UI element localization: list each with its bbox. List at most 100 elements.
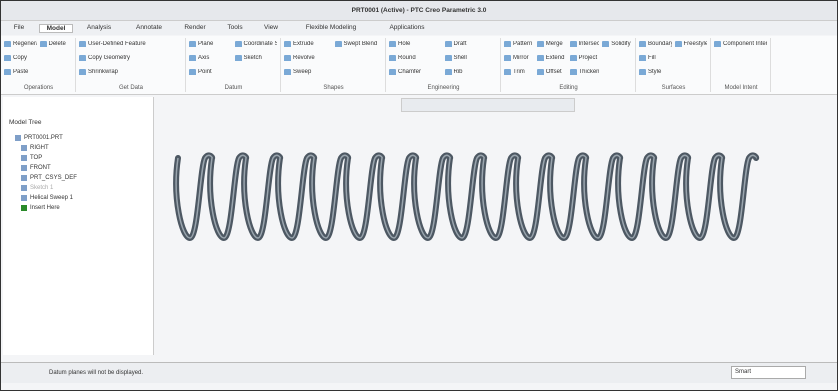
ribbon-button[interactable]: Pattern bbox=[504, 41, 534, 47]
ribbon-button[interactable]: Project bbox=[570, 55, 600, 61]
button-icon bbox=[570, 69, 577, 75]
ribbon-group-label: Engineering bbox=[386, 85, 501, 91]
ribbon-button[interactable]: Copy Geometry bbox=[79, 55, 182, 61]
ribbon-button[interactable]: Revolve bbox=[284, 55, 332, 61]
ribbon-button[interactable]: Copy bbox=[4, 55, 37, 61]
ribbon-button[interactable]: Merge bbox=[537, 41, 567, 47]
tree-icon bbox=[21, 195, 27, 201]
button-icon bbox=[445, 41, 452, 47]
ribbon-button[interactable]: Paste bbox=[4, 69, 37, 75]
ribbon-button[interactable]: Freestyle bbox=[675, 41, 708, 47]
ribbon-button[interactable]: Shell bbox=[445, 55, 498, 61]
button-icon bbox=[79, 69, 86, 75]
model-tree-item[interactable]: Helical Sweep 1 bbox=[21, 195, 73, 201]
button-icon bbox=[504, 69, 511, 75]
selection-filter[interactable]: Smart bbox=[731, 366, 806, 379]
ribbon-group-label: Operations bbox=[1, 85, 76, 91]
ribbon-button[interactable]: Boundary Blend bbox=[639, 41, 672, 47]
ribbon-button[interactable]: User-Defined Feature bbox=[79, 41, 182, 47]
button-icon bbox=[189, 55, 196, 61]
creo-window: PRT0001 (Active) - PTC Creo Parametric 3… bbox=[0, 0, 838, 391]
button-icon bbox=[235, 55, 242, 61]
ribbon-group-label: Get Data bbox=[76, 85, 186, 91]
ribbon-button[interactable]: Trim bbox=[504, 69, 534, 75]
ribbon-button[interactable]: Extrude bbox=[284, 41, 332, 47]
button-icon bbox=[79, 41, 86, 47]
ribbon-button[interactable]: Round bbox=[389, 55, 442, 61]
ribbon-button[interactable]: Draft bbox=[445, 41, 498, 47]
ribbon-button[interactable]: Offset bbox=[537, 69, 567, 75]
model-tree-item[interactable]: PRT_CSYS_DEF bbox=[21, 175, 77, 181]
button-icon bbox=[4, 41, 11, 47]
button-icon bbox=[284, 55, 291, 61]
ribbon-tab[interactable]: Model bbox=[39, 24, 73, 33]
group-separator bbox=[500, 38, 501, 92]
model-tree-item[interactable]: Insert Here bbox=[21, 205, 60, 211]
button-icon bbox=[602, 41, 609, 47]
ribbon-group-label: Editing bbox=[501, 85, 636, 91]
model-tree-item[interactable]: TOP bbox=[21, 155, 42, 161]
button-icon bbox=[235, 41, 242, 47]
ribbon-button[interactable]: Chamfer bbox=[389, 69, 442, 75]
tree-icon bbox=[21, 205, 27, 211]
ribbon-button[interactable]: Sketch bbox=[235, 55, 278, 61]
ribbon-button[interactable]: Component Interface bbox=[714, 41, 767, 47]
ribbon-tab[interactable]: Tools bbox=[219, 24, 251, 31]
button-icon bbox=[537, 41, 544, 47]
ribbon-button[interactable]: Delete bbox=[40, 41, 73, 47]
tree-icon bbox=[21, 185, 27, 191]
button-icon bbox=[639, 69, 646, 75]
ribbon-tab[interactable]: Analysis bbox=[77, 24, 121, 31]
ribbon-button[interactable]: Extend bbox=[537, 55, 567, 61]
tree-icon bbox=[21, 175, 27, 181]
ribbon-group-label: Surfaces bbox=[636, 85, 711, 91]
ribbon-button[interactable]: Rib bbox=[445, 69, 498, 75]
model-tree-item[interactable]: FRONT bbox=[21, 165, 51, 171]
ribbon-button[interactable]: Shrinkwrap bbox=[79, 69, 182, 75]
title-bar: PRT0001 (Active) - PTC Creo Parametric 3… bbox=[1, 1, 837, 21]
model-tree-item[interactable]: Sketch 1 bbox=[21, 185, 53, 191]
ribbon-tab[interactable]: File bbox=[5, 24, 33, 31]
ribbon-group-label: Datum bbox=[186, 85, 281, 91]
ribbon-button[interactable]: Style bbox=[639, 69, 672, 75]
button-icon bbox=[504, 41, 511, 47]
status-bar: Datum planes will not be displayed. Smar… bbox=[1, 362, 837, 383]
button-icon bbox=[284, 41, 291, 47]
group-separator bbox=[770, 38, 771, 92]
ribbon-tab[interactable]: Annotate bbox=[127, 24, 171, 31]
ribbon-button[interactable]: Solidify bbox=[602, 41, 632, 47]
button-icon bbox=[639, 55, 646, 61]
button-icon bbox=[570, 55, 577, 61]
model-tree-item[interactable]: PRT0001.PRT bbox=[15, 135, 63, 141]
ribbon-button[interactable]: Swept Blend bbox=[335, 41, 383, 47]
button-icon bbox=[189, 41, 196, 47]
ribbon-button[interactable]: Regenerate bbox=[4, 41, 37, 47]
button-icon bbox=[504, 55, 511, 61]
ribbon-tab[interactable]: Flexible Modeling bbox=[291, 24, 371, 31]
ribbon-button[interactable]: Plane bbox=[189, 41, 232, 47]
tree-icon bbox=[15, 135, 21, 141]
window-title: PRT0001 (Active) - PTC Creo Parametric 3… bbox=[1, 7, 837, 14]
ribbon-button[interactable]: Hole bbox=[389, 41, 442, 47]
ribbon-button[interactable]: Coordinate System bbox=[235, 41, 278, 47]
status-message: Datum planes will not be displayed. bbox=[49, 370, 143, 376]
model-tree-item[interactable]: RIGHT bbox=[21, 145, 49, 151]
ribbon-button[interactable]: Thicken bbox=[570, 69, 600, 75]
ribbon: Operations Regenerate Copy Paste Delete Get D… bbox=[1, 36, 837, 95]
ribbon-tab[interactable]: Applications bbox=[377, 24, 437, 31]
button-icon bbox=[389, 41, 396, 47]
tree-icon bbox=[21, 165, 27, 171]
ribbon-button[interactable]: Mirror bbox=[504, 55, 534, 61]
group-separator bbox=[185, 38, 186, 92]
ribbon-tab[interactable]: Render bbox=[177, 24, 213, 31]
ribbon-button[interactable]: Point bbox=[189, 69, 232, 75]
ribbon-button[interactable]: Fill bbox=[639, 55, 672, 61]
ribbon-button[interactable]: Sweep bbox=[284, 69, 332, 75]
button-icon bbox=[4, 55, 11, 61]
ribbon-tab[interactable]: View bbox=[257, 24, 285, 31]
ribbon-button[interactable]: Intersect bbox=[570, 41, 600, 47]
group-separator bbox=[710, 38, 711, 92]
button-icon bbox=[570, 41, 577, 47]
button-icon bbox=[445, 69, 452, 75]
ribbon-button[interactable]: Axis bbox=[189, 55, 232, 61]
